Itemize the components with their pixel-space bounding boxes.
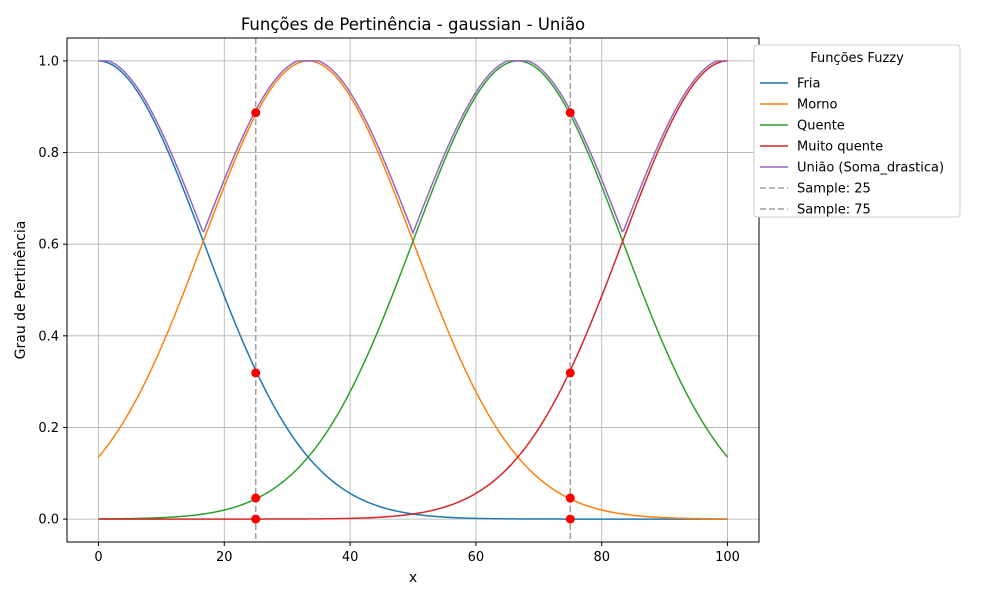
legend-entry: União (Soma_drastica): [797, 161, 944, 176]
legend-entry: Sample: 75: [797, 203, 871, 218]
y-tick-label: 0.2: [38, 421, 59, 436]
series-line-union: [98, 60, 728, 235]
x-tick-label: 40: [342, 550, 359, 565]
plot-area: [97, 38, 729, 542]
sample-point: [251, 108, 261, 118]
legend-entry: Fria: [797, 77, 820, 92]
y-tick-label: 0.4: [38, 329, 59, 344]
x-tick-label: 20: [216, 550, 233, 565]
y-tick-label: 0.8: [38, 146, 59, 161]
sample-point: [251, 514, 261, 524]
sample-point: [565, 108, 575, 118]
x-tick-label: 100: [715, 550, 740, 565]
sample-point: [251, 368, 261, 378]
axes: 0 20 40 60 80 100 0.0 0.2 0.4 0.6 0.8 1.0: [38, 37, 760, 565]
y-tick-label: 0.0: [38, 513, 59, 528]
y-axis-label: Grau de Pertinência: [13, 221, 29, 360]
y-tick-label: 1.0: [38, 54, 59, 69]
sample-point: [565, 514, 575, 524]
axes-frame: [66, 37, 760, 543]
x-axis-label: x: [409, 570, 417, 586]
chart-title: Funções de Pertinência - gaussian - Uniã…: [241, 15, 585, 34]
grid: [67, 38, 759, 542]
sample-point: [565, 368, 575, 378]
series-line-3: [98, 60, 728, 520]
legend-title: Funções Fuzzy: [810, 51, 904, 66]
x-tick-label: 0: [94, 550, 102, 565]
legend-entry: Sample: 25: [797, 182, 871, 197]
y-tick-label: 0.6: [38, 238, 59, 253]
legend-entry: Morno: [797, 98, 838, 113]
sample-point: [251, 493, 261, 503]
legend-entry: Muito quente: [797, 140, 883, 155]
x-tick-label: 60: [468, 550, 485, 565]
x-tick-label: 80: [593, 550, 610, 565]
sample-point: [565, 493, 575, 503]
legend-box: [753, 44, 961, 218]
legend-entry: Quente: [797, 119, 845, 134]
legend: Funções Fuzzy Fria Morno Quente Muito quente…: [753, 44, 961, 218]
